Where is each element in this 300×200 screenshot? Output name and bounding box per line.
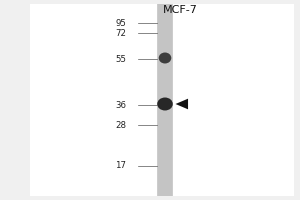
Text: 72: 72 — [115, 28, 126, 38]
Text: 36: 36 — [115, 100, 126, 110]
Polygon shape — [176, 99, 188, 109]
Bar — [30, 4, 294, 196]
Text: 95: 95 — [115, 19, 126, 27]
Text: 28: 28 — [115, 120, 126, 130]
Text: 17: 17 — [115, 162, 126, 170]
Ellipse shape — [159, 52, 171, 64]
Text: MCF-7: MCF-7 — [163, 5, 197, 15]
Ellipse shape — [157, 98, 173, 110]
Text: 55: 55 — [115, 54, 126, 64]
Bar — [157, 4, 173, 196]
Bar — [158, 4, 172, 196]
